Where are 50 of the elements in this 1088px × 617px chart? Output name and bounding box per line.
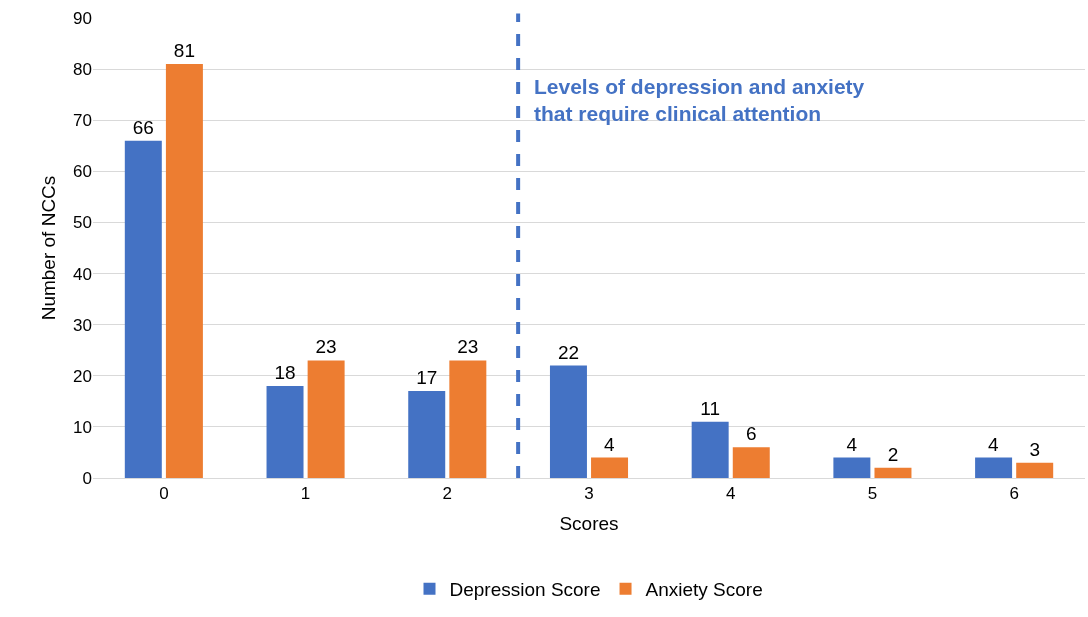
bar: [691, 421, 729, 478]
data-label: 11: [700, 397, 721, 419]
y-tick-label: 90: [73, 8, 92, 28]
y-axis-title: Number of NCCs: [37, 175, 59, 321]
x-tick-label: 5: [867, 484, 878, 504]
bar: [266, 386, 304, 478]
data-label: 4: [604, 433, 616, 455]
x-tick-label: 1: [300, 484, 311, 504]
legend-label: Anxiety Score: [645, 579, 763, 601]
bar: [591, 457, 629, 478]
x-tick-label: 6: [1009, 484, 1019, 504]
x-tick-label: 2: [442, 484, 453, 504]
data-label: 66: [132, 116, 154, 138]
ref-line-label: Levels of depression and anxiety that require clinical attention: [534, 75, 865, 126]
data-label: 81: [173, 40, 195, 61]
data-label: 3: [1029, 438, 1040, 460]
data-label: 23: [457, 336, 479, 358]
y-tick-label: 30: [73, 315, 92, 335]
bar: [165, 64, 203, 478]
y-tick-label: 60: [73, 162, 92, 182]
data-label: 6: [745, 423, 757, 445]
y-tick-label: 20: [73, 366, 92, 386]
bar: [307, 360, 345, 478]
data-label: 22: [557, 341, 580, 363]
y-tick-label: 70: [73, 111, 92, 131]
data-label: 18: [274, 362, 296, 383]
data-label: 17: [416, 367, 438, 389]
bar: [1016, 462, 1054, 478]
bar: [124, 140, 162, 478]
bar: [874, 467, 912, 478]
y-tick-label: 10: [73, 417, 92, 437]
y-tick-label: 0: [82, 468, 92, 488]
x-tick-label: 0: [159, 484, 169, 504]
bar: [975, 457, 1013, 478]
data-label: 4: [988, 433, 1000, 455]
data-label: 23: [315, 336, 337, 358]
bar: [449, 360, 487, 478]
x-tick-label: 3: [584, 484, 594, 504]
data-label: 2: [887, 443, 899, 465]
y-tick-label: 40: [73, 264, 92, 284]
bar: [549, 365, 587, 478]
y-tick-label: 50: [73, 213, 92, 233]
bar: [833, 457, 871, 478]
x-axis-title: Scores: [559, 513, 619, 535]
data-label: 4: [846, 433, 858, 455]
y-tick-label: 80: [73, 60, 92, 80]
bar: [732, 447, 770, 478]
bar: [408, 391, 446, 478]
legend-label: Depression Score: [449, 579, 601, 601]
x-tick-label: 4: [725, 484, 736, 504]
